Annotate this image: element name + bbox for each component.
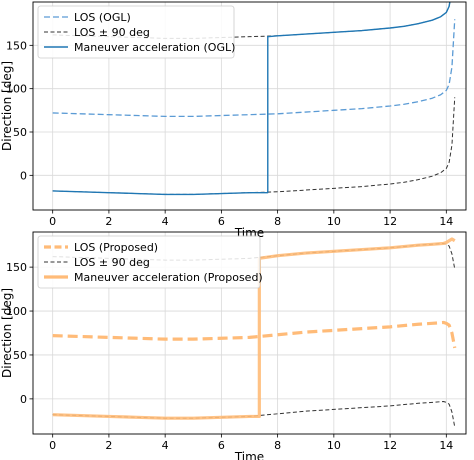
legend-entry: LOS (Proposed) [74,241,158,254]
legend-box [37,235,261,289]
legend: LOS (Proposed) LOS ± 90 deg Maneuver accel… [37,235,263,289]
legend-box [37,5,235,59]
plot-area [52,237,457,428]
axes-frame [32,1,467,211]
legend-entry: LOS ± 90 deg [74,256,150,269]
y-tick-label: 50 [13,349,27,362]
x-tick-label: 14 [439,439,453,452]
legend-entry: Maneuver acceleration (OGL) [74,41,235,54]
x-tick-label: 10 [327,215,341,228]
x-tick-label: 8 [274,439,281,452]
x-tick-label: 6 [218,439,225,452]
x-axis-label: Time [234,450,264,460]
x-tick-label: 0 [49,439,56,452]
series-line-4 [52,2,451,196]
legend: LOS (OGL) LOS ± 90 deg Maneuver accelerati… [37,5,235,59]
x-tick-label: 2 [105,439,112,452]
axes-frame [32,231,467,435]
x-tick-label: 10 [327,439,341,452]
series-line-3 [52,97,456,195]
y-tick-label: 150 [6,261,27,274]
x-tick-label: 6 [218,215,225,228]
x-tick-label: 0 [49,215,56,228]
x-tick-label: 8 [274,215,281,228]
y-axis-label: Direction [deg] [0,288,14,378]
y-tick-label: 0 [20,393,27,406]
legend-entry: LOS (OGL) [74,11,131,24]
series-line-1 [52,320,457,349]
y-tick-label: 100 [6,83,27,96]
x-tick-label: 2 [105,215,112,228]
y-tick-label: 0 [20,169,27,182]
x-tick-label: 12 [383,439,397,452]
y-tick-label: 150 [6,39,27,52]
series-line-3 [52,401,456,428]
y-tick-label: 50 [13,126,27,139]
legend-entry: Maneuver acceleration (Proposed) [74,271,263,284]
legend-entry: LOS ± 90 deg [74,26,150,39]
series-line-1 [52,19,456,118]
y-tick-label: 100 [6,305,27,318]
x-tick-label: 12 [383,215,397,228]
x-tick-label: 14 [439,215,453,228]
x-tick-label: 4 [162,439,169,452]
y-axis-label: Direction [deg] [0,61,14,151]
x-tick-label: 4 [162,215,169,228]
chart-panel-2: 0 2 4 6 8 10 12 14 0 50 100 150 Time Direction [deg] L… [0,231,467,460]
series-line-4 [52,237,456,420]
